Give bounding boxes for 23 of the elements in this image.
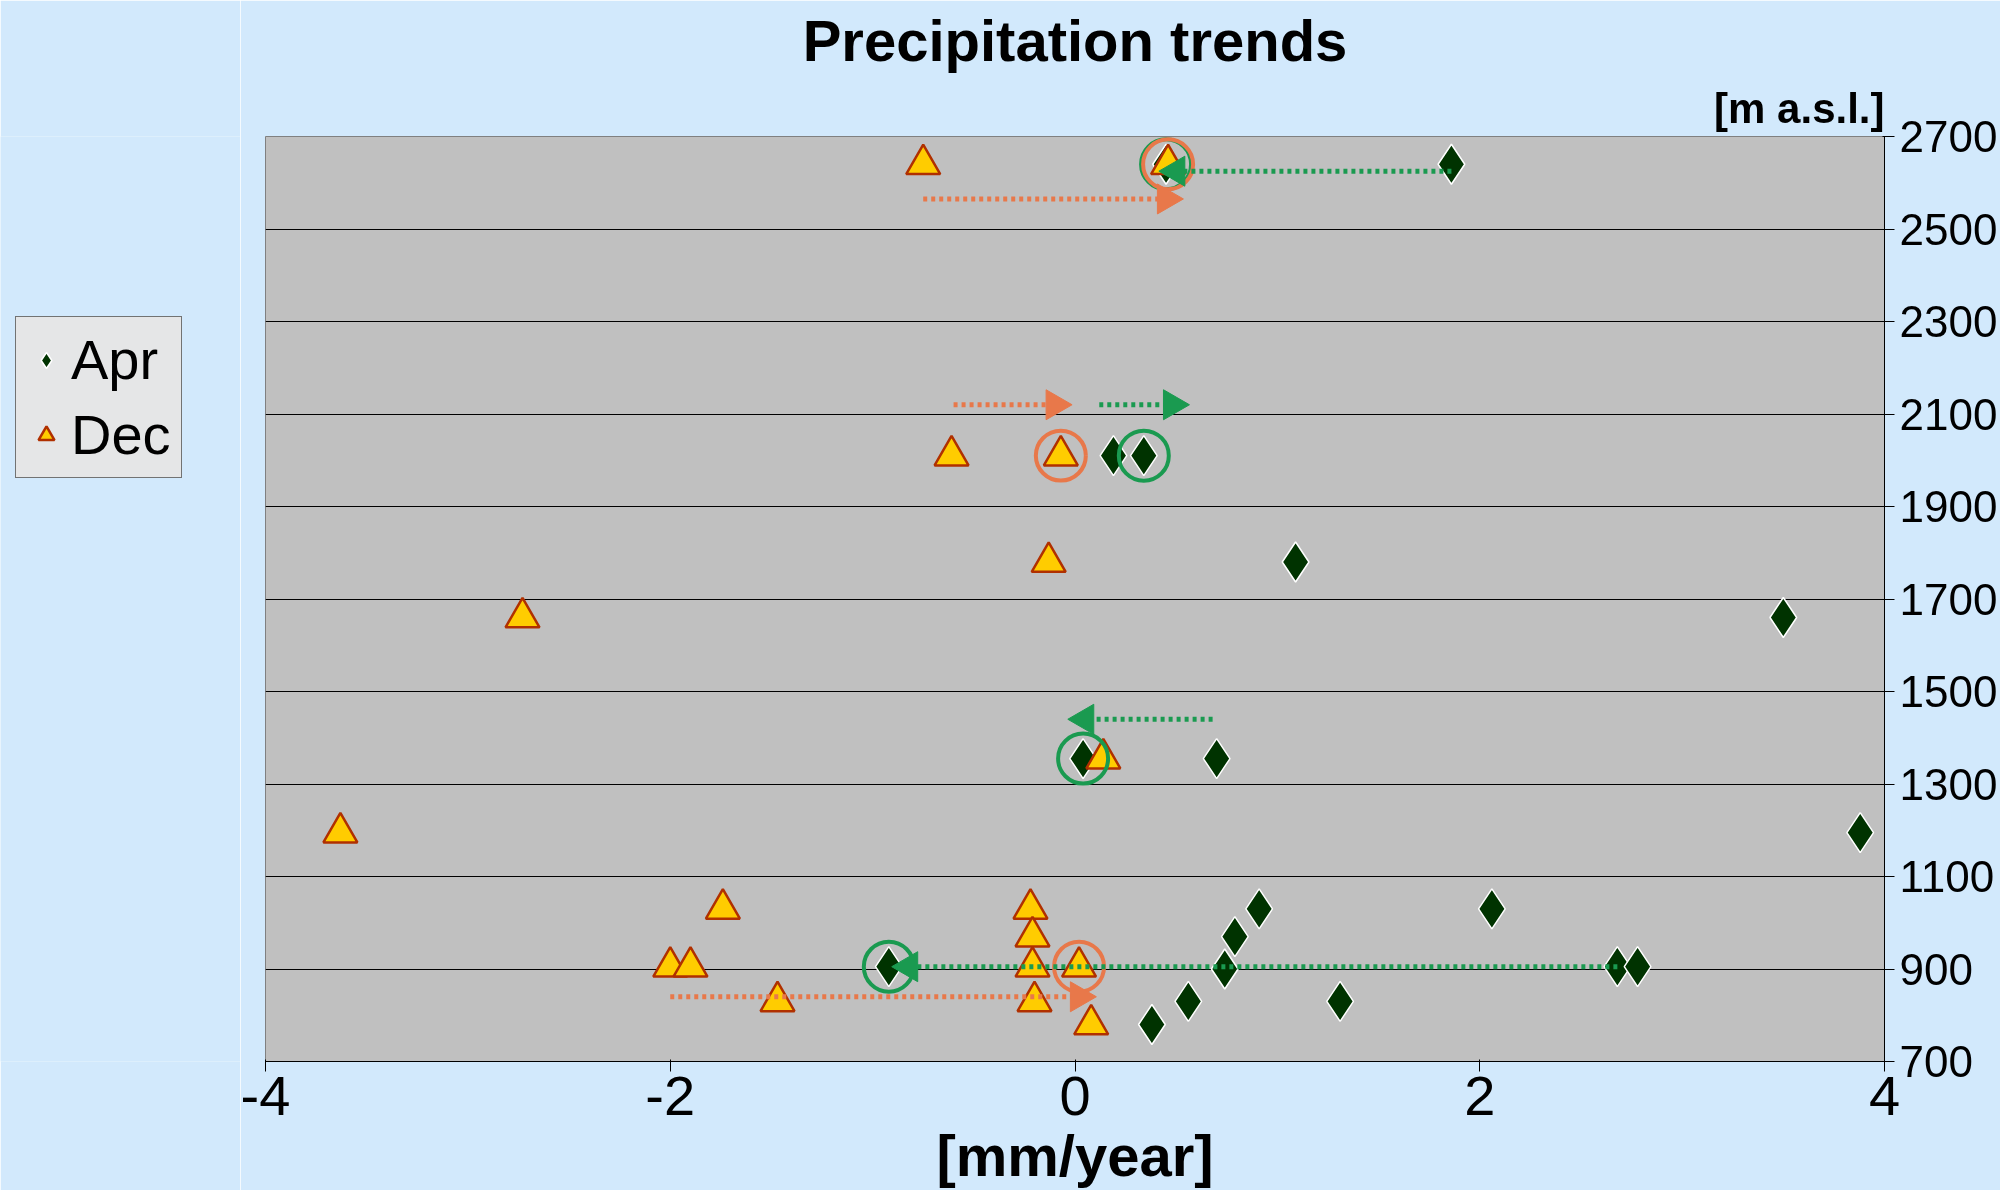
y-tick-label: 1300 bbox=[1899, 759, 1998, 809]
y-tick-label: 1500 bbox=[1899, 667, 1998, 716]
y-tick-label: 900 bbox=[1899, 944, 1973, 994]
y-tick-label: 1900 bbox=[1899, 482, 1998, 531]
y-axis-title: [m a.s.l.] bbox=[1714, 84, 1885, 132]
y-tick-label: 2300 bbox=[1899, 297, 1998, 346]
y-tick-label: 1100 bbox=[1899, 852, 1995, 901]
x-tick-label: -4 bbox=[240, 1063, 291, 1127]
legend-label: Apr bbox=[71, 327, 159, 392]
point bbox=[1056, 731, 1111, 786]
x-tick-label: 2 bbox=[1464, 1063, 1496, 1127]
x-tick-label: -2 bbox=[645, 1063, 696, 1127]
point bbox=[1052, 939, 1107, 994]
chart-title: Precipitation trends bbox=[802, 7, 1348, 73]
y-tick-label: 2500 bbox=[1899, 204, 1998, 254]
y-tick-label: 2100 bbox=[1899, 389, 1998, 439]
point bbox=[1033, 428, 1088, 483]
x-tick-label: 4 bbox=[1868, 1063, 1901, 1127]
y-tick-label: 2700 bbox=[1899, 112, 1998, 161]
y-tick-label: 1700 bbox=[1899, 574, 1998, 624]
legend-label: Dec bbox=[71, 402, 171, 467]
y-tick-label: 700 bbox=[1899, 1037, 1973, 1086]
point bbox=[1116, 428, 1171, 483]
